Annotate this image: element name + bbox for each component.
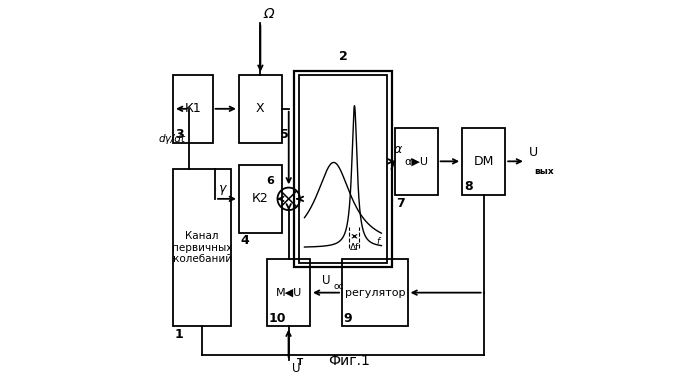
Text: 4: 4 bbox=[240, 234, 250, 248]
Bar bbox=[462, 127, 505, 195]
Text: 1: 1 bbox=[175, 328, 184, 341]
Bar bbox=[239, 165, 282, 232]
Text: Фиг.1: Фиг.1 bbox=[329, 354, 370, 368]
Text: Ω: Ω bbox=[263, 7, 273, 21]
Text: X: X bbox=[256, 102, 265, 115]
Text: U: U bbox=[322, 274, 331, 287]
Bar bbox=[299, 75, 387, 263]
Text: U: U bbox=[529, 146, 538, 160]
Text: γ: γ bbox=[218, 182, 225, 195]
Text: α▶U: α▶U bbox=[404, 156, 428, 166]
Text: Δf: Δf bbox=[350, 243, 359, 252]
Bar bbox=[394, 127, 438, 195]
Text: 8: 8 bbox=[464, 180, 473, 193]
Bar bbox=[267, 259, 310, 327]
Text: регулятор: регулятор bbox=[345, 288, 405, 297]
Text: 6: 6 bbox=[266, 176, 274, 186]
Text: T: T bbox=[297, 358, 303, 367]
Text: ос: ос bbox=[333, 282, 344, 291]
Text: M◀U: M◀U bbox=[275, 288, 302, 297]
Bar bbox=[239, 75, 282, 143]
Text: α: α bbox=[394, 143, 402, 156]
Text: К2: К2 bbox=[252, 192, 269, 205]
Text: 3: 3 bbox=[175, 128, 184, 141]
Text: dγ/dt: dγ/dt bbox=[159, 134, 186, 144]
Text: вых: вых bbox=[534, 167, 554, 176]
Text: U: U bbox=[291, 362, 300, 375]
Bar bbox=[342, 259, 408, 327]
Text: 5: 5 bbox=[280, 128, 289, 141]
Bar bbox=[294, 71, 391, 267]
Text: f: f bbox=[376, 237, 380, 246]
Bar bbox=[173, 169, 231, 327]
Text: К1: К1 bbox=[185, 102, 201, 115]
Text: 2: 2 bbox=[338, 50, 347, 63]
Text: 7: 7 bbox=[396, 197, 405, 210]
Text: DM: DM bbox=[473, 155, 493, 168]
Bar bbox=[173, 75, 212, 143]
Text: Канал
первичных
колебаний: Канал первичных колебаний bbox=[172, 231, 233, 264]
Text: 9: 9 bbox=[344, 311, 352, 325]
Text: 10: 10 bbox=[269, 311, 287, 325]
